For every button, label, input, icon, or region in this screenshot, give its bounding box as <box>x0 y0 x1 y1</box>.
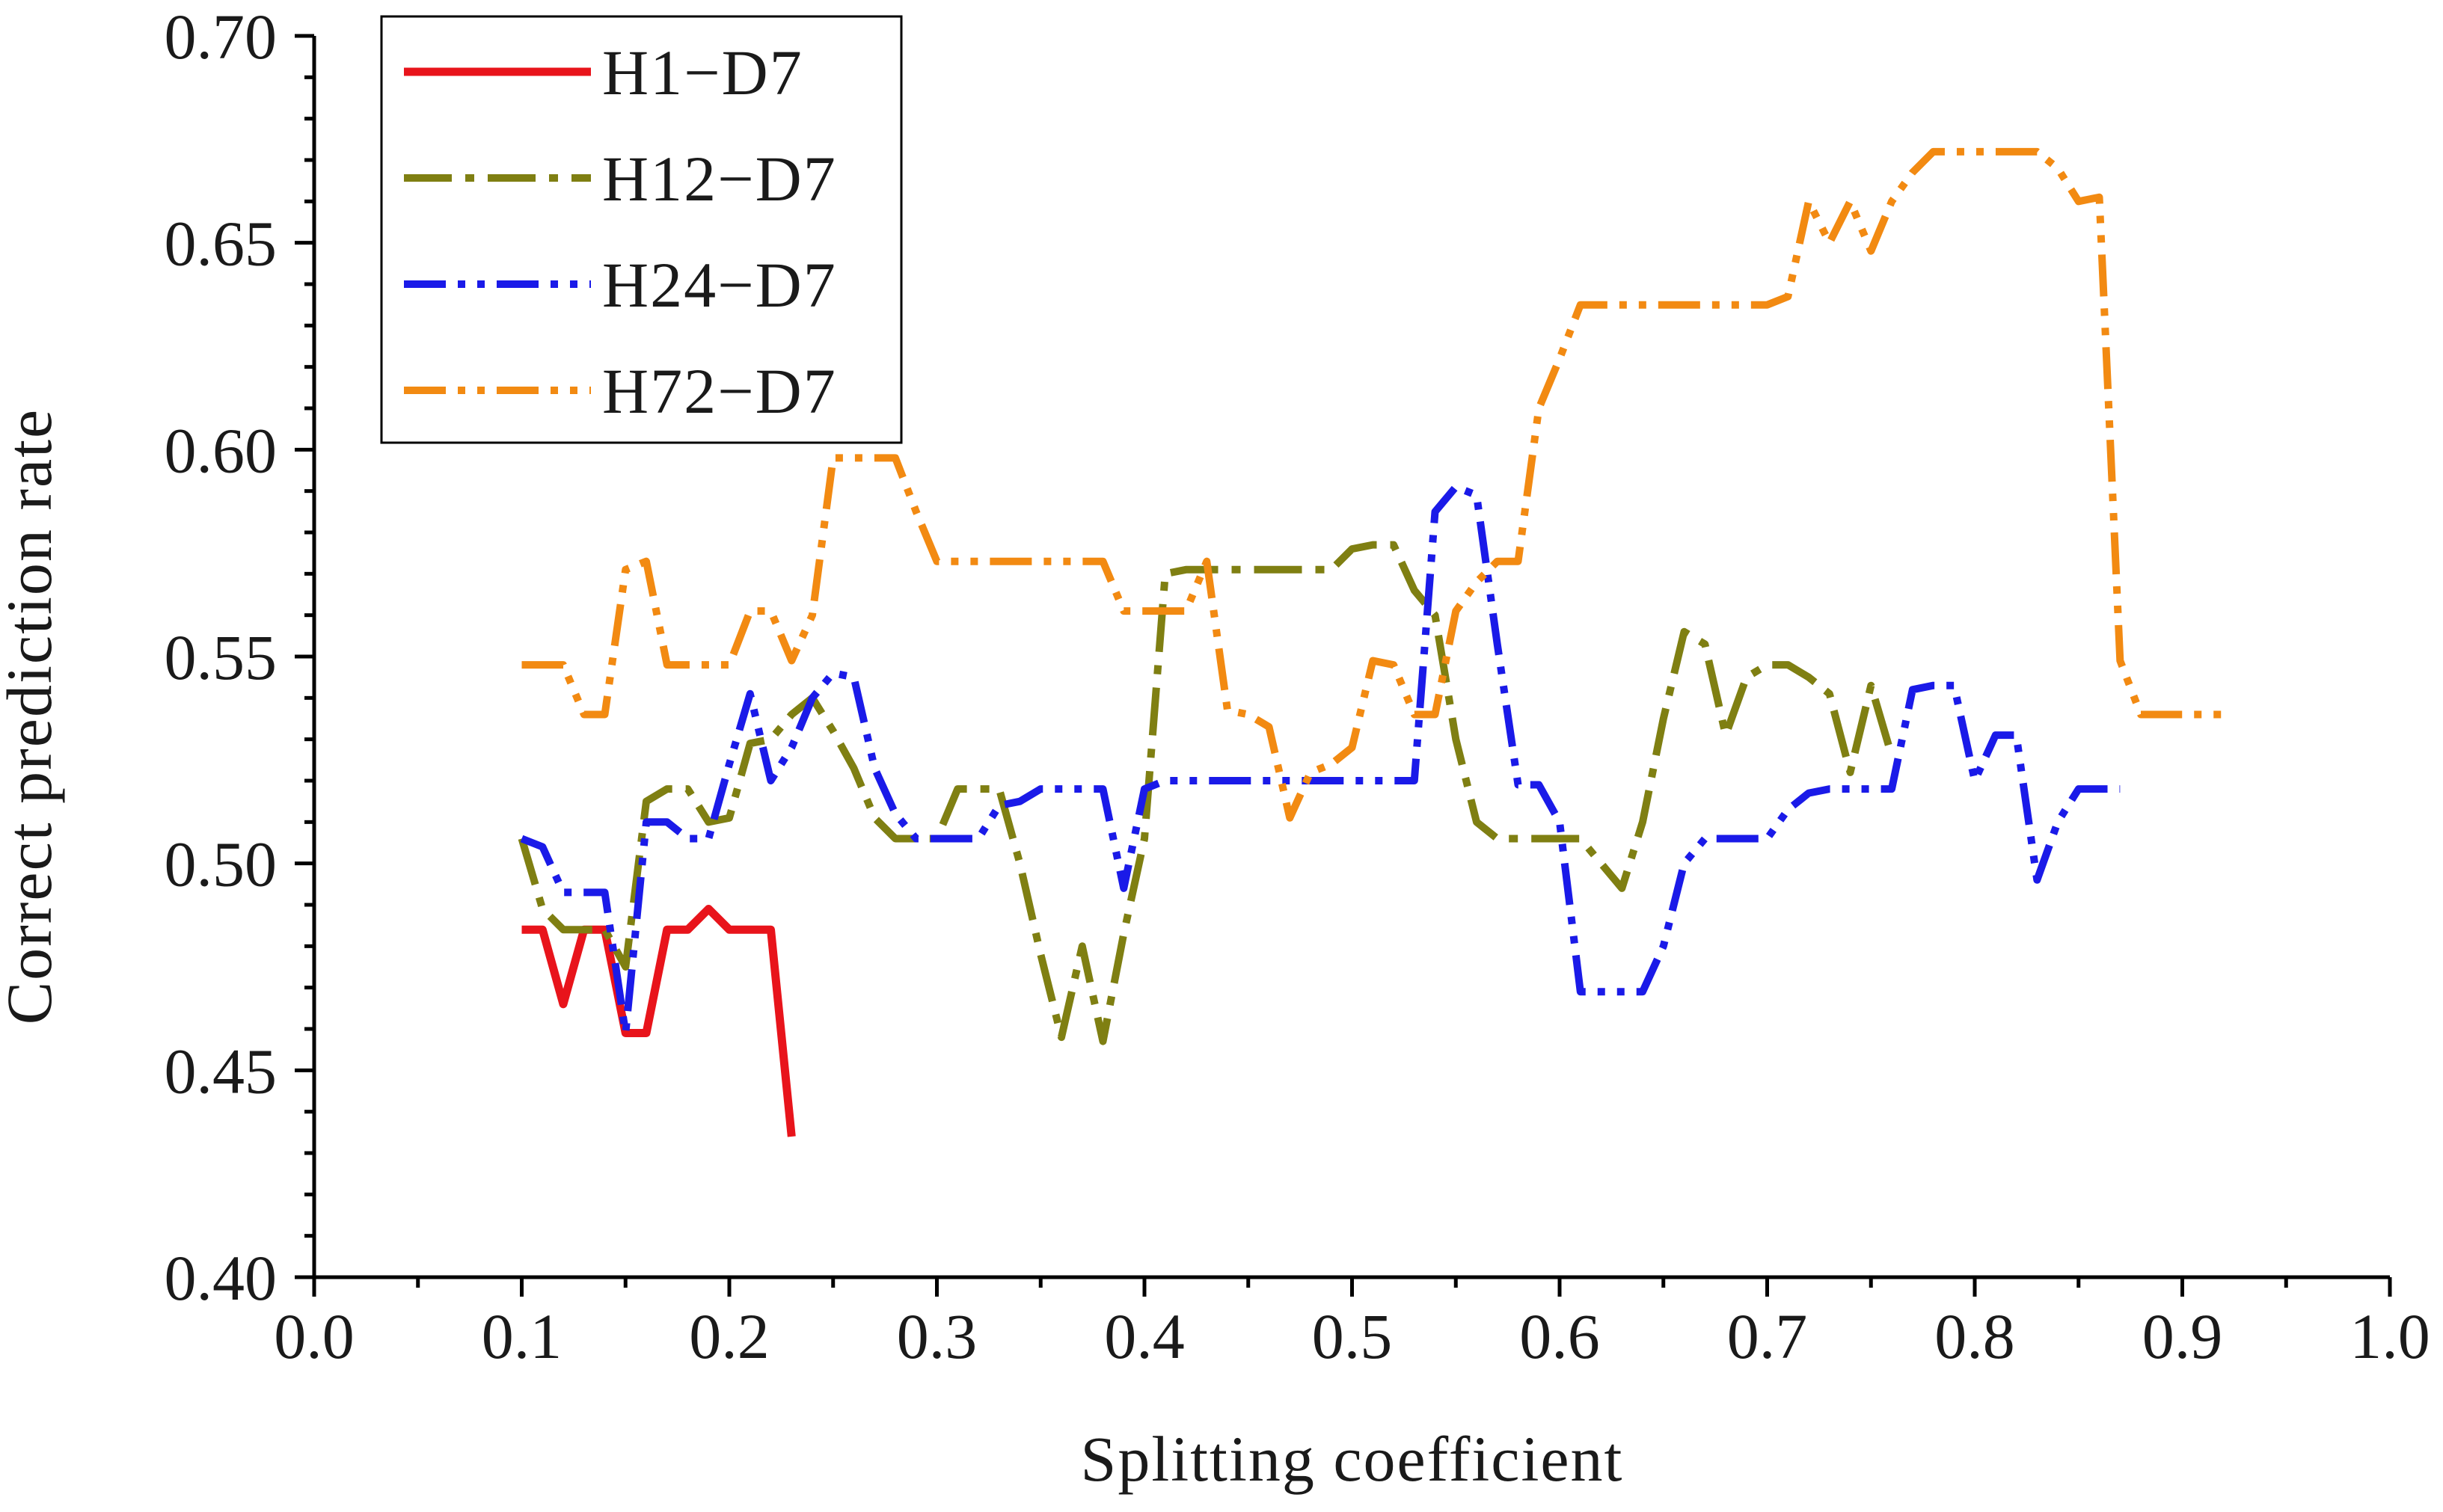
x-tick-label: 0.3 <box>897 1300 978 1372</box>
legend-label: H12−D7 <box>602 143 837 215</box>
series-line-4 <box>521 147 2224 822</box>
y-tick-label: 0.55 <box>165 621 278 693</box>
legend-box <box>380 15 903 444</box>
x-axis-ticks: 0.0 0.1 0.2 0.3 0.4 0.5 0.6 0.7 0.8 0.9 1.0 <box>274 1277 2430 1372</box>
y-axis-title: Correct prediction rate <box>0 408 65 1024</box>
legend-label: H1−D7 <box>602 37 803 108</box>
legend-label: H72−D7 <box>602 355 837 427</box>
plot-series-group <box>518 147 2224 1137</box>
y-tick-label: 0.45 <box>165 1035 278 1107</box>
x-tick-label: 0.8 <box>1934 1300 2015 1372</box>
x-tick-label: 0.5 <box>1312 1300 1393 1372</box>
x-tick-label: 1.0 <box>2349 1300 2430 1372</box>
series-line-1 <box>521 905 796 1137</box>
y-tick-label: 0.70 <box>165 1 278 73</box>
legend: H1−D7 H12−D7 H24−D7 H72−D7 <box>380 15 903 444</box>
x-tick-label: 0.2 <box>689 1300 770 1372</box>
y-tick-label: 0.40 <box>165 1242 278 1314</box>
series-line-2 <box>518 541 1895 1045</box>
x-tick-label: 0.0 <box>274 1300 355 1372</box>
legend-label: H24−D7 <box>602 249 837 321</box>
x-tick-label: 0.4 <box>1104 1300 1185 1372</box>
y-tick-label: 0.60 <box>165 414 278 486</box>
series-line-3 <box>520 483 2121 1037</box>
x-axis-title: Splitting coefficient <box>1081 1423 1624 1495</box>
y-axis-ticks: 0.40 0.45 0.50 0.55 0.60 0.65 0.70 <box>165 1 314 1314</box>
x-tick-label: 0.7 <box>1727 1300 1808 1372</box>
y-tick-label: 0.50 <box>165 829 278 900</box>
x-tick-label: 0.6 <box>1519 1300 1600 1372</box>
y-tick-label: 0.65 <box>165 208 278 280</box>
x-tick-label: 0.9 <box>2142 1300 2223 1372</box>
x-tick-label: 0.1 <box>482 1300 563 1372</box>
